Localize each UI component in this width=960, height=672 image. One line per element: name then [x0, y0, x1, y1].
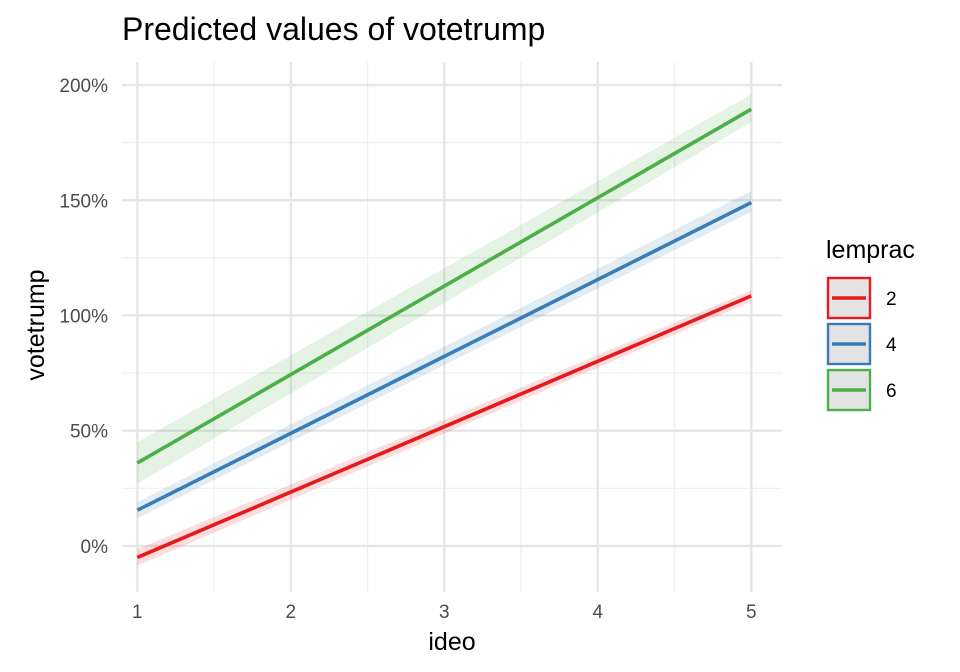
- series-line-2: [136, 294, 753, 560]
- y-axis-ticks: 0% 50% 100% 150% 200%: [59, 76, 108, 558]
- ci-band-6: [137, 94, 752, 484]
- legend-label: 6: [886, 381, 897, 402]
- x-tick-label: 2: [286, 602, 297, 623]
- x-axis-title: ideo: [428, 628, 475, 656]
- legend-label: 2: [886, 289, 897, 310]
- x-axis-ticks: 1 2 3 4 5: [132, 602, 757, 623]
- y-axis-title: votetrump: [22, 269, 50, 380]
- legend-item-6: 6: [826, 368, 897, 412]
- y-tick-label: 100%: [59, 306, 108, 327]
- x-tick-label: 4: [593, 602, 604, 623]
- grid: [122, 62, 782, 592]
- legend-title: lemprac: [826, 236, 915, 264]
- legend-label: 4: [886, 335, 897, 356]
- x-tick-label: 3: [439, 602, 450, 623]
- x-tick-label: 5: [746, 602, 757, 623]
- series-line-6: [136, 107, 753, 465]
- legend-item-4: 4: [826, 322, 897, 366]
- y-tick-label: 150%: [59, 191, 108, 212]
- series-lines: [136, 107, 753, 560]
- y-tick-label: 200%: [59, 76, 108, 97]
- legend-item-2: 2: [826, 276, 897, 320]
- chart-title: Predicted values of votetrump: [122, 11, 545, 47]
- y-tick-label: 50%: [70, 422, 108, 443]
- legend: lemprac 2 4 6: [826, 236, 915, 412]
- series-line-4: [136, 200, 753, 512]
- x-tick-label: 1: [132, 602, 143, 623]
- y-tick-label: 0%: [81, 537, 109, 558]
